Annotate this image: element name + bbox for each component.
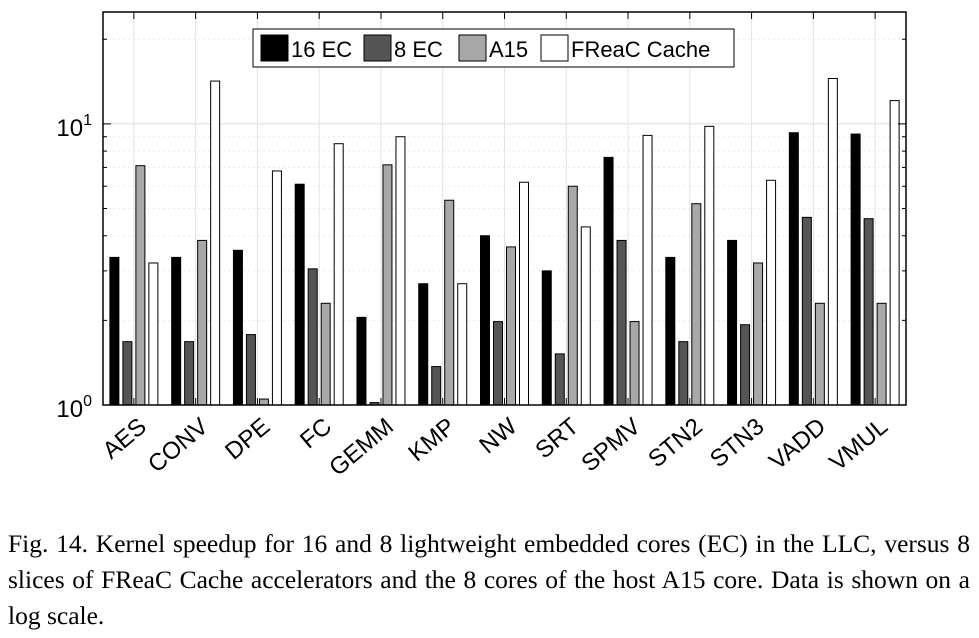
bar-a15-nw bbox=[506, 246, 516, 406]
bar-a15-srt bbox=[567, 185, 578, 406]
legend-label-8-ec: 8 EC bbox=[394, 37, 443, 62]
legend-swatch-8-ec bbox=[363, 34, 392, 62]
legend: 16 EC 8 EC A15 FReaC Cache bbox=[252, 28, 735, 68]
grid-lines bbox=[103, 12, 906, 405]
bar-freac-cache-vadd bbox=[827, 78, 838, 406]
bar-16-ec-vmul bbox=[850, 133, 861, 406]
bar-freac-cache-stn2 bbox=[704, 125, 715, 406]
x-tick-label-conv: CONV bbox=[143, 413, 213, 478]
bar-a15-kmp bbox=[444, 199, 455, 406]
bar-a15-dpe bbox=[258, 398, 269, 406]
bar-8-ec-kmp bbox=[431, 366, 442, 406]
bar-8-ec-aes bbox=[122, 341, 133, 406]
bar-16-ec-gemm bbox=[356, 316, 367, 406]
x-tick-label-vadd: VADD bbox=[764, 413, 831, 475]
legend-swatch-a15 bbox=[458, 34, 487, 62]
x-tick-label-stn3: STN3 bbox=[705, 413, 769, 473]
bar-16-ec-fc bbox=[294, 183, 305, 406]
bar-8-ec-spmv bbox=[616, 239, 627, 406]
x-tick-label-spmv: SPMV bbox=[576, 413, 645, 477]
bar-8-ec-vadd bbox=[801, 216, 812, 406]
bar-freac-cache-spmv bbox=[642, 134, 653, 406]
bar-a15-vadd bbox=[814, 302, 825, 406]
bar-a15-gemm bbox=[382, 164, 393, 406]
bar-8-ec-srt bbox=[554, 353, 565, 406]
bar-freac-cache-nw bbox=[519, 181, 529, 406]
bar-a15-aes bbox=[135, 165, 146, 406]
legend-swatch-freac-cache bbox=[540, 34, 569, 62]
x-tick-label-stn2: STN2 bbox=[643, 413, 707, 473]
bar-16-ec-nw bbox=[480, 235, 490, 406]
bar-8-ec-dpe bbox=[245, 334, 256, 406]
bar-8-ec-stn2 bbox=[678, 341, 689, 406]
y-tick-label: 101 bbox=[56, 112, 92, 142]
legend-box bbox=[252, 28, 735, 68]
legend-label-16-ec: 16 EC bbox=[291, 37, 352, 62]
bar-16-ec-stn3 bbox=[727, 239, 738, 406]
x-tick-label-dpe: DPE bbox=[220, 413, 275, 465]
legend-label-freac-cache: FReaC Cache bbox=[571, 37, 710, 62]
bar-8-ec-conv bbox=[184, 341, 195, 406]
bar-a15-vmul bbox=[876, 302, 887, 406]
bar-a15-fc bbox=[320, 302, 331, 406]
bar-a15-stn2 bbox=[691, 203, 702, 406]
x-tick-label-kmp: KMP bbox=[403, 413, 460, 467]
bar-8-ec-fc bbox=[307, 268, 318, 406]
bar-freac-cache-fc bbox=[333, 143, 344, 406]
bar-freac-cache-gemm bbox=[395, 136, 406, 406]
bar-16-ec-srt bbox=[541, 270, 552, 406]
bar-16-ec-stn2 bbox=[665, 256, 676, 406]
bar-a15-conv bbox=[197, 239, 208, 406]
bar-16-ec-conv bbox=[171, 256, 182, 406]
legend-swatch-16-ec bbox=[260, 34, 289, 62]
bar-8-ec-stn3 bbox=[740, 324, 751, 406]
bar-16-ec-vadd bbox=[788, 132, 799, 406]
bar-16-ec-kmp bbox=[418, 283, 429, 406]
bar-freac-cache-aes bbox=[148, 262, 159, 406]
bar-freac-cache-conv bbox=[210, 80, 221, 406]
bar-freac-cache-vmul bbox=[889, 100, 900, 406]
legend-label-a15: A15 bbox=[489, 37, 528, 62]
bar-freac-cache-stn3 bbox=[766, 179, 777, 406]
y-tick-label: 100 bbox=[56, 393, 92, 423]
bar-freac-cache-dpe bbox=[271, 170, 282, 406]
figure-caption: Fig. 14. Kernel speedup for 16 and 8 lig… bbox=[8, 529, 970, 630]
bar-a15-spmv bbox=[629, 321, 640, 406]
bar-groups bbox=[109, 78, 900, 406]
bar-16-ec-spmv bbox=[603, 156, 614, 406]
x-tick-label-gemm: GEMM bbox=[324, 413, 399, 482]
bar-16-ec-aes bbox=[109, 256, 120, 406]
bar-freac-cache-srt bbox=[580, 226, 591, 406]
bar-8-ec-vmul bbox=[863, 218, 874, 406]
bar-16-ec-dpe bbox=[232, 249, 243, 406]
bar-a15-stn3 bbox=[753, 262, 764, 406]
y-tick-labels: 100 101 bbox=[56, 112, 92, 423]
bar-8-ec-nw bbox=[493, 321, 503, 406]
axis-ticks bbox=[103, 12, 906, 405]
bar-freac-cache-kmp bbox=[457, 283, 468, 406]
x-tick-label-fc: FC bbox=[295, 413, 337, 454]
x-tick-label-nw: NW bbox=[474, 413, 522, 460]
x-tick-label-vmul: VMUL bbox=[825, 413, 893, 477]
